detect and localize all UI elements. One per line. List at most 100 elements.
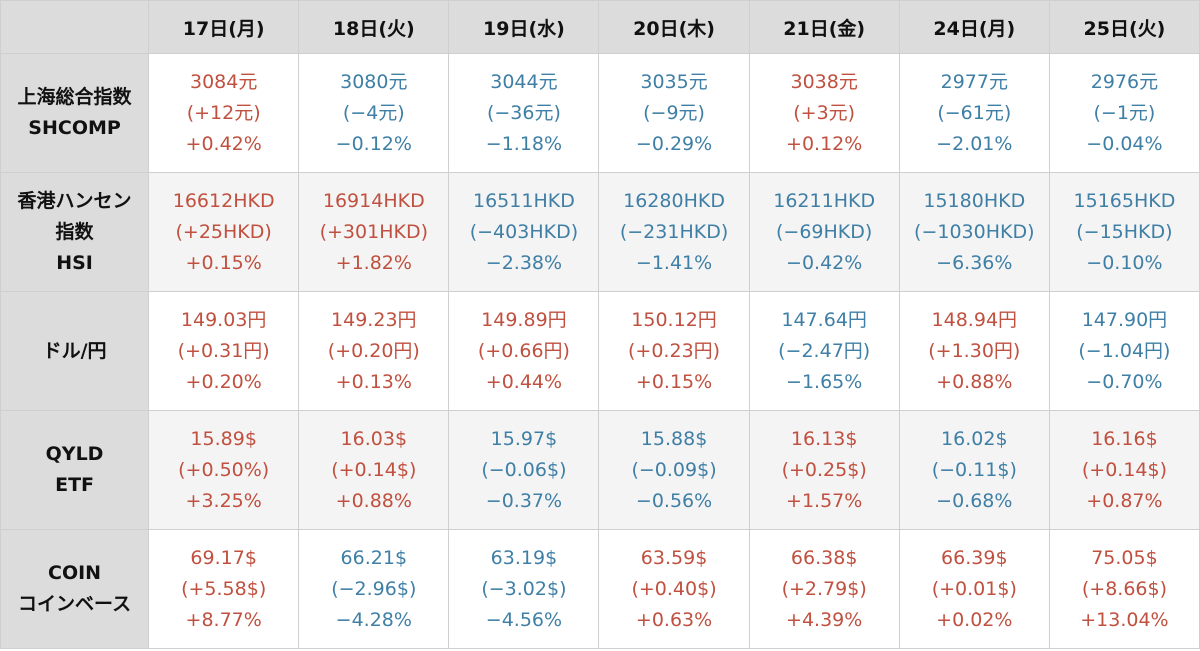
price-value: 147.64円 bbox=[781, 308, 867, 331]
price-value: 66.39$ bbox=[941, 546, 1008, 569]
change-value: (+0.25$) bbox=[781, 458, 867, 481]
row-label-line: コインベース bbox=[18, 593, 132, 615]
row-label: COIN コインベース bbox=[0, 529, 150, 649]
change-value: (−1030HKD) bbox=[914, 220, 1035, 243]
change-value: (+0.14$) bbox=[1081, 458, 1167, 481]
value-cell: 16914HKD (+301HKD) +1.82% bbox=[298, 172, 450, 292]
value-cell: 3038元 (+3元) +0.12% bbox=[748, 53, 900, 173]
percent-change: −4.28% bbox=[335, 608, 412, 631]
price-value: 16280HKD bbox=[623, 189, 725, 212]
price-value: 16511HKD bbox=[473, 189, 575, 212]
row-label-line: ETF bbox=[55, 474, 95, 496]
percent-change: +0.12% bbox=[786, 132, 863, 155]
change-value: (−403HKD) bbox=[469, 220, 579, 243]
percent-change: −2.01% bbox=[936, 132, 1013, 155]
price-value: 3038元 bbox=[790, 70, 858, 93]
price-value: 16914HKD bbox=[322, 189, 425, 212]
percent-change: +0.87% bbox=[1086, 489, 1163, 512]
value-cell: 63.19$ (−3.02$) −4.56% bbox=[448, 529, 600, 649]
change-value: (−3.02$) bbox=[481, 577, 567, 600]
value-cell: 16.03$ (+0.14$) +0.88% bbox=[298, 410, 450, 530]
price-value: 63.19$ bbox=[490, 546, 558, 569]
percent-change: −0.29% bbox=[635, 132, 713, 155]
value-cell: 16.13$ (+0.25$) +1.57% bbox=[748, 410, 900, 530]
percent-change: −0.70% bbox=[1086, 370, 1163, 393]
price-value: 3084元 bbox=[189, 70, 258, 93]
change-value: (−61元) bbox=[937, 101, 1012, 124]
percent-change: −6.36% bbox=[936, 251, 1013, 274]
value-cell: 2976元 (−1元) −0.04% bbox=[1048, 53, 1200, 173]
price-value: 3044元 bbox=[490, 70, 558, 93]
value-cell: 3084元 (+12元) +0.42% bbox=[148, 53, 300, 173]
value-cell: 15.97$ (−0.06$) −0.37% bbox=[448, 410, 600, 530]
table-row: QYLD ETF 15.89$ (+0.50%) +3.25% 16.03$ (+0.14$… bbox=[0, 410, 1200, 530]
header-row: 17日(月) 18日(火) 19日(水) 20日(木) 21日(金) 24日(月… bbox=[0, 0, 1200, 54]
price-value: 15180HKD bbox=[923, 189, 1026, 212]
value-cell: 150.12円 (+0.23円) +0.15% bbox=[598, 291, 750, 411]
value-cell: 16612HKD (+25HKD) +0.15% bbox=[148, 172, 300, 292]
price-value: 2977元 bbox=[940, 70, 1008, 93]
change-value: (+0.50%) bbox=[178, 458, 270, 481]
percent-change: +0.15% bbox=[185, 251, 262, 274]
date-header: 20日(木) bbox=[598, 0, 750, 54]
value-cell: 15165HKD (−15HKD) −0.10% bbox=[1048, 172, 1200, 292]
value-cell: 148.94円 (+1.30円) +0.88% bbox=[898, 291, 1050, 411]
change-value: (+0.31円) bbox=[177, 339, 270, 362]
change-value: (+3元) bbox=[793, 101, 856, 124]
price-value: 16.03$ bbox=[340, 427, 408, 450]
price-value: 16.16$ bbox=[1091, 427, 1158, 450]
price-value: 15.89$ bbox=[190, 427, 257, 450]
row-label-line: 上海総合指数 bbox=[17, 86, 132, 108]
percent-change: −0.12% bbox=[335, 132, 412, 155]
price-value: 149.89円 bbox=[481, 308, 567, 331]
row-label-line: COIN bbox=[48, 562, 102, 584]
date-header: 18日(火) bbox=[298, 0, 450, 54]
change-value: (+0.23円) bbox=[628, 339, 721, 362]
value-cell: 15.88$ (−0.09$) −0.56% bbox=[598, 410, 750, 530]
price-value: 69.17$ bbox=[190, 546, 257, 569]
change-value: (−1元) bbox=[1093, 101, 1156, 124]
value-cell: 75.05$ (+8.66$) +13.04% bbox=[1048, 529, 1200, 649]
header-corner bbox=[0, 0, 150, 54]
value-cell: 63.59$ (+0.40$) +0.63% bbox=[598, 529, 750, 649]
change-value: (−2.96$) bbox=[331, 577, 417, 600]
price-value: 149.03円 bbox=[180, 308, 267, 331]
percent-change: +8.77% bbox=[185, 608, 262, 631]
price-value: 15.97$ bbox=[490, 427, 558, 450]
price-value: 15.88$ bbox=[640, 427, 708, 450]
change-value: (−15HKD) bbox=[1076, 220, 1173, 243]
change-value: (+12元) bbox=[186, 101, 261, 124]
percent-change: +13.04% bbox=[1080, 608, 1169, 631]
price-value: 15165HKD bbox=[1073, 189, 1176, 212]
price-value: 3035元 bbox=[640, 70, 708, 93]
percent-change: −0.37% bbox=[485, 489, 563, 512]
percent-change: +0.42% bbox=[185, 132, 262, 155]
percent-change: +0.20% bbox=[185, 370, 262, 393]
change-value: (+0.66円) bbox=[477, 339, 570, 362]
value-cell: 2977元 (−61元) −2.01% bbox=[898, 53, 1050, 173]
price-value: 16.13$ bbox=[790, 427, 858, 450]
value-cell: 149.23円 (+0.20円) +0.13% bbox=[298, 291, 450, 411]
date-header: 19日(水) bbox=[448, 0, 600, 54]
value-cell: 16511HKD (−403HKD) −2.38% bbox=[448, 172, 600, 292]
percent-change: +0.88% bbox=[936, 370, 1013, 393]
percent-change: +0.02% bbox=[936, 608, 1013, 631]
row-label: ドル/円 bbox=[0, 291, 150, 411]
price-value: 2976元 bbox=[1090, 70, 1159, 93]
date-header: 17日(月) bbox=[148, 0, 300, 54]
change-value: (−4元) bbox=[342, 101, 405, 124]
change-value: (+1.30円) bbox=[928, 339, 1021, 362]
percent-change: −1.65% bbox=[786, 370, 863, 393]
change-value: (−36元) bbox=[486, 101, 561, 124]
change-value: (+8.66$) bbox=[1081, 577, 1167, 600]
date-header: 21日(金) bbox=[748, 0, 900, 54]
value-cell: 15180HKD (−1030HKD) −6.36% bbox=[898, 172, 1050, 292]
percent-change: +0.63% bbox=[635, 608, 713, 631]
percent-change: +0.13% bbox=[335, 370, 412, 393]
change-value: (+5.58$) bbox=[181, 577, 267, 600]
row-label: QYLD ETF bbox=[0, 410, 150, 530]
value-cell: 16.02$ (−0.11$) −0.68% bbox=[898, 410, 1050, 530]
price-value: 148.94円 bbox=[931, 308, 1018, 331]
table-header: 17日(月) 18日(火) 19日(水) 20日(木) 21日(金) 24日(月… bbox=[0, 0, 1200, 54]
